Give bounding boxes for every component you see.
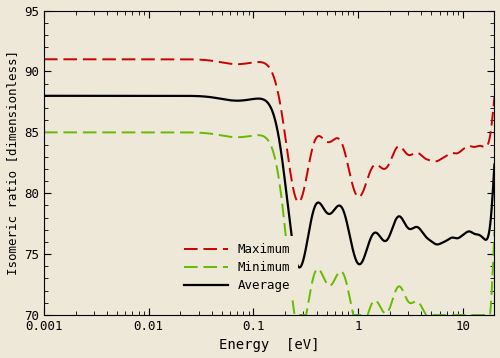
Average (377, 234, 383, 239)
Average (123, 94, 129, 98)
Line: Average: Average (44, 96, 494, 267)
X-axis label: Energy  [eV]: Energy [eV] (219, 338, 320, 352)
Average (213, 96, 219, 100)
Maximum (123, 57, 129, 62)
Average (492, 162, 498, 166)
Legend: Maximum, Minimum, Average: Maximum, Minimum, Average (176, 236, 298, 300)
Maximum (377, 165, 383, 169)
Average (41, 94, 47, 98)
Line: Maximum: Maximum (44, 59, 494, 202)
Maximum (296, 200, 302, 204)
Average (296, 265, 302, 270)
Minimum (412, 300, 418, 304)
Minimum (292, 313, 298, 317)
Minimum (123, 130, 129, 135)
Average (412, 225, 418, 229)
Minimum (334, 273, 340, 277)
Minimum (377, 305, 383, 309)
Maximum (334, 136, 340, 140)
Maximum (311, 140, 317, 144)
Maximum (492, 95, 498, 99)
Minimum (41, 130, 47, 135)
Maximum (41, 57, 47, 62)
Y-axis label: Isomeric ratio [dimensionless]: Isomeric ratio [dimensionless] (6, 50, 18, 275)
Minimum (213, 132, 219, 137)
Minimum (311, 272, 317, 276)
Maximum (412, 151, 418, 155)
Average (311, 206, 317, 211)
Minimum (492, 230, 498, 234)
Maximum (213, 59, 219, 64)
Average (334, 204, 340, 209)
Line: Minimum: Minimum (44, 132, 494, 315)
